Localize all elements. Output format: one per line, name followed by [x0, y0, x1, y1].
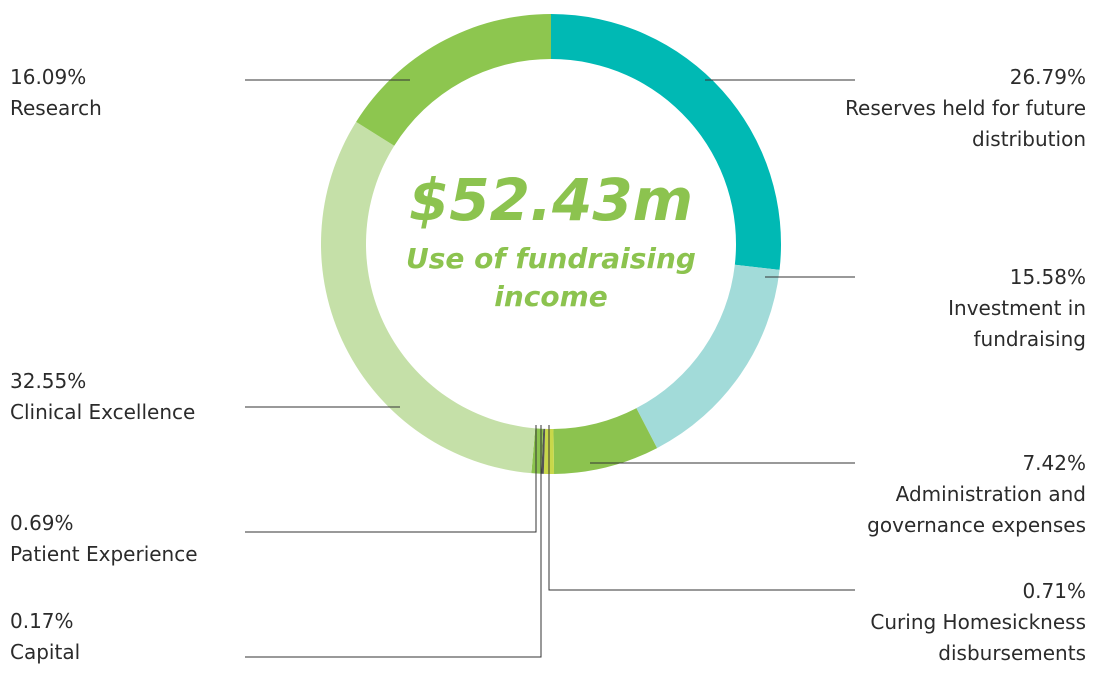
- category-label: Curing Homesickness disbursements: [870, 610, 1086, 665]
- category-label: Research: [10, 96, 102, 120]
- donut-segment: [553, 408, 658, 474]
- donut-segment: [541, 428, 546, 474]
- value-label: 32.55%: [10, 369, 87, 393]
- category-label: Reserves held for future distribution: [845, 96, 1086, 151]
- center-label: $52.43m Use of fundraising income: [371, 160, 731, 316]
- segment-label: 32.55% Clinical Excellence: [10, 366, 250, 428]
- segment-label: 15.58% Investment in fundraising: [886, 262, 1086, 355]
- donut-segment: [531, 428, 544, 474]
- value-label: 15.58%: [1009, 265, 1086, 289]
- value-label: 0.71%: [1022, 579, 1086, 603]
- category-label: Clinical Excellence: [10, 400, 196, 424]
- chart-title: $52.43m: [408, 166, 694, 234]
- leader-line: [548, 425, 855, 591]
- category-label: Investment in fundraising: [948, 296, 1086, 351]
- value-label: 26.79%: [1009, 65, 1086, 89]
- value-label: 16.09%: [10, 65, 87, 89]
- chart-subtitle: Use of fundraising income: [406, 242, 696, 313]
- value-label: 0.69%: [10, 511, 74, 535]
- donut-segment: [551, 14, 782, 270]
- segment-label: 16.09% Research: [10, 62, 210, 124]
- category-label: Capital: [10, 640, 81, 664]
- segment-label: 0.69% Patient Experience: [10, 508, 250, 570]
- donut-segment: [321, 121, 536, 474]
- segment-label: 0.71% Curing Homesickness disbursements: [806, 576, 1086, 669]
- leader-line: [245, 425, 542, 658]
- category-label: Patient Experience: [10, 542, 198, 566]
- donut-segment: [636, 264, 780, 449]
- value-label: 0.17%: [10, 609, 74, 633]
- value-label: 7.42%: [1022, 451, 1086, 475]
- segment-label: 26.79% Reserves held for future distribut…: [786, 62, 1086, 155]
- leader-line: [245, 425, 537, 533]
- segment-label: 7.42% Administration and governance expen…: [806, 448, 1086, 541]
- segment-label: 0.17% Capital: [10, 606, 230, 668]
- category-label: Administration and governance expenses: [867, 482, 1086, 537]
- donut-segment: [356, 14, 551, 146]
